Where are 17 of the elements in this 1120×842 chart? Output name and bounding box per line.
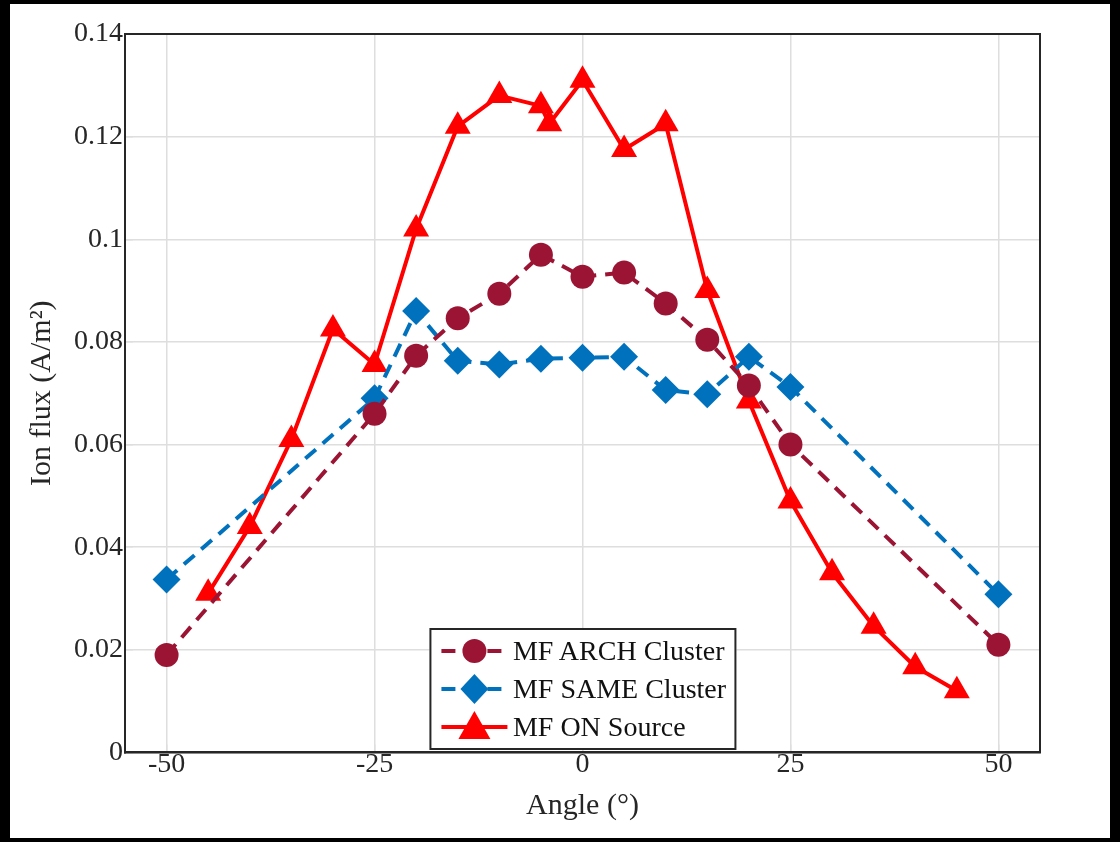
y-tick-label: 0.12	[74, 118, 123, 150]
y-tick-label: 0.08	[74, 324, 123, 356]
x-tick-label: 25	[776, 746, 805, 778]
legend-label: MF ARCH Cluster	[512, 634, 725, 669]
y-tick-label: 0.06	[74, 426, 123, 458]
y-tick-label: 0.02	[74, 632, 123, 664]
legend-label: MF ON Source	[512, 710, 686, 745]
legend-label: MF SAME Cluster	[512, 672, 727, 707]
y-axis-title: Ion flux (A/m²)	[22, 300, 57, 487]
y-tick-label: 0.1	[88, 221, 123, 253]
x-tick-label: -50	[147, 746, 186, 778]
x-tick-label: -25	[355, 746, 394, 778]
x-tick-label: 50	[984, 746, 1013, 778]
y-tick-label: 0.14	[74, 16, 123, 48]
y-tick-label: 0.04	[74, 529, 123, 561]
x-axis-title: Angle (°)	[526, 786, 639, 821]
x-tick-label: 0	[575, 746, 590, 778]
